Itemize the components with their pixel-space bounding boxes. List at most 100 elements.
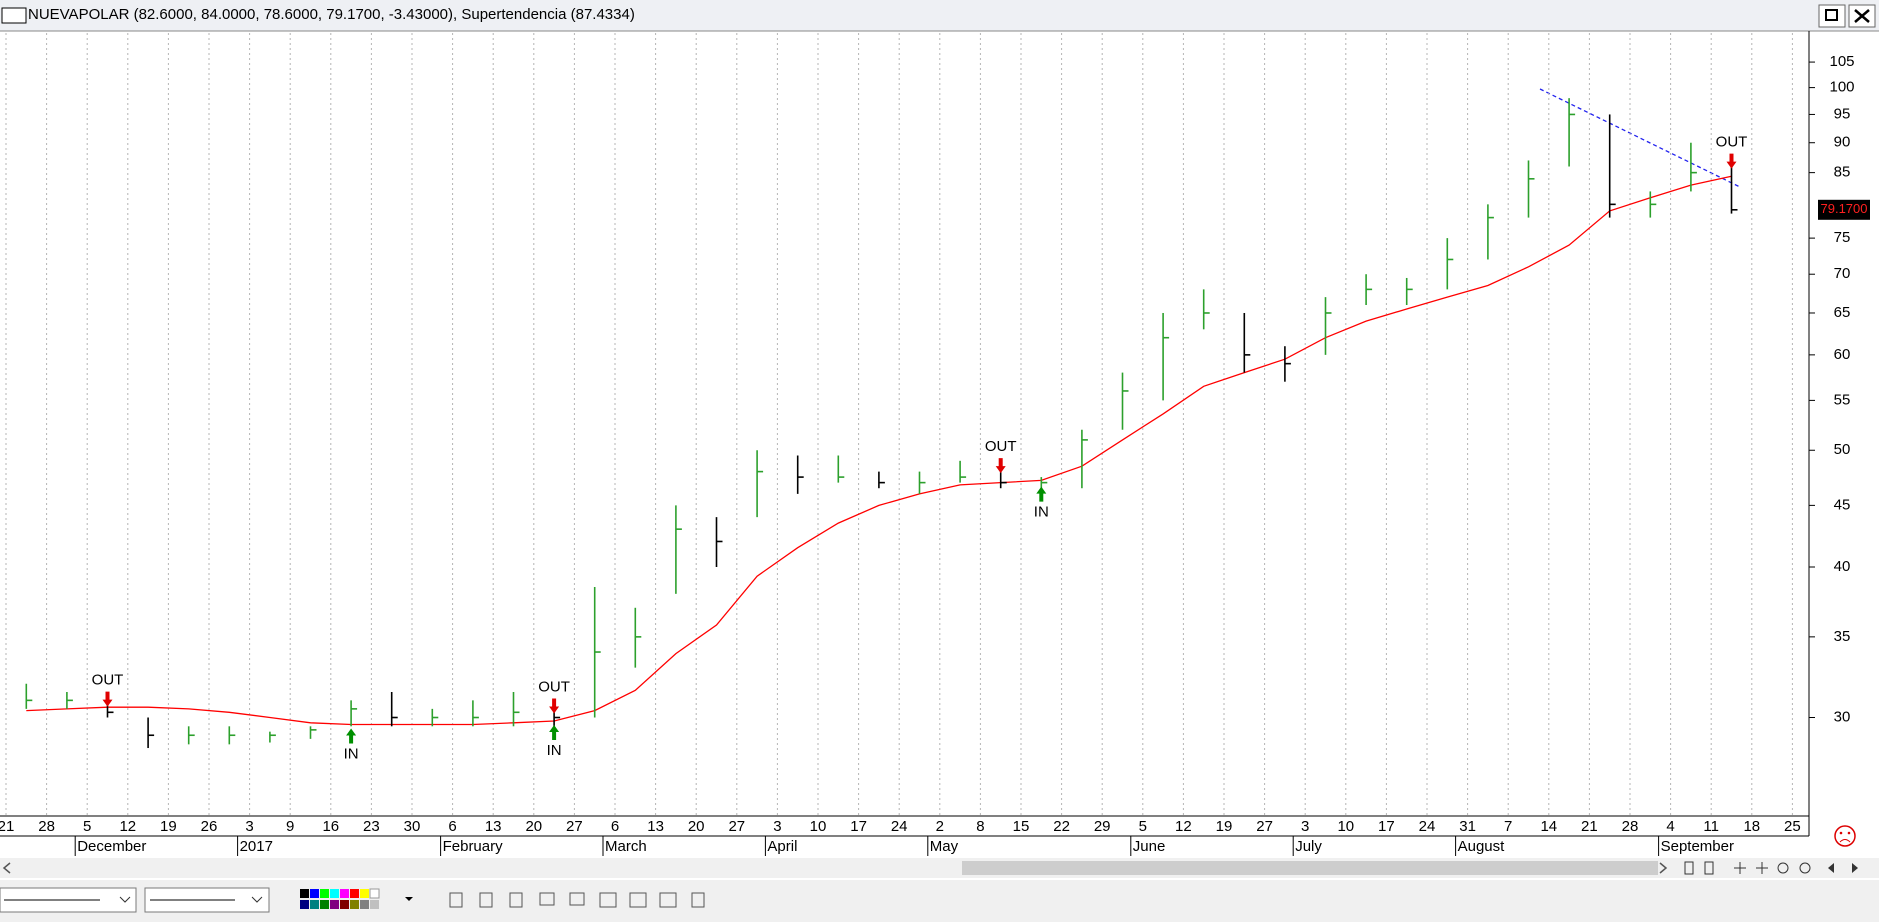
x-tick-label: 27 bbox=[1256, 818, 1273, 835]
signal-arrow bbox=[1036, 486, 1047, 502]
y-tick-label: 65 bbox=[1834, 304, 1851, 321]
status-icon-eye bbox=[1839, 831, 1843, 835]
x-tick-label: 10 bbox=[810, 818, 827, 835]
swatch[interactable] bbox=[330, 900, 339, 909]
signal-label: IN bbox=[1034, 504, 1049, 521]
signal-arrow bbox=[549, 725, 560, 741]
swatch[interactable] bbox=[340, 889, 349, 898]
x-tick-label: 5 bbox=[83, 818, 91, 835]
y-tick-label: 60 bbox=[1834, 346, 1851, 363]
swatch[interactable] bbox=[300, 889, 309, 898]
nav-button[interactable] bbox=[1734, 862, 1746, 874]
nav-button[interactable] bbox=[1704, 861, 1714, 875]
title-bar bbox=[0, 0, 1879, 31]
signal-arrow bbox=[102, 691, 113, 707]
x-tick-label: 8 bbox=[976, 818, 984, 835]
swatch[interactable] bbox=[310, 900, 319, 909]
x-tick-label: 11 bbox=[1703, 818, 1719, 835]
status-icon-mouth bbox=[1839, 839, 1851, 843]
swatch[interactable] bbox=[300, 900, 309, 909]
tool-icon[interactable] bbox=[509, 892, 523, 908]
nav-prev[interactable] bbox=[1828, 863, 1834, 873]
swatch[interactable] bbox=[320, 900, 329, 909]
swatch[interactable] bbox=[340, 900, 349, 909]
month-label: March bbox=[605, 838, 647, 855]
x-tick-label: 30 bbox=[404, 818, 421, 835]
swatch[interactable] bbox=[320, 889, 329, 898]
chart-title: NUEVAPOLAR (82.6000, 84.0000, 78.6000, 7… bbox=[28, 6, 635, 23]
swatch[interactable] bbox=[350, 900, 359, 909]
signal-arrow bbox=[346, 728, 357, 744]
y-tick-label: 40 bbox=[1834, 558, 1851, 575]
restore-button[interactable] bbox=[1818, 4, 1846, 28]
swatch[interactable] bbox=[370, 900, 379, 909]
signal-arrow bbox=[1726, 153, 1737, 169]
nav-next[interactable] bbox=[1852, 863, 1858, 873]
x-tick-label: 13 bbox=[485, 818, 502, 835]
status-icon bbox=[1834, 825, 1856, 847]
x-tick-label: 18 bbox=[1743, 818, 1760, 835]
scroll-left[interactable] bbox=[2, 862, 11, 874]
x-tick-label: 7 bbox=[1504, 818, 1512, 835]
signal-label: IN bbox=[547, 742, 562, 759]
signal-label: OUT bbox=[1716, 134, 1748, 151]
y-tick-label: 55 bbox=[1834, 391, 1851, 408]
month-label: July bbox=[1295, 838, 1322, 855]
tool-icon[interactable] bbox=[539, 892, 555, 906]
tool-icons[interactable] bbox=[449, 892, 705, 908]
x-tick-label: 23 bbox=[363, 818, 380, 835]
swatch[interactable] bbox=[350, 889, 359, 898]
y-tick-label: 75 bbox=[1834, 229, 1851, 246]
nav-button[interactable] bbox=[1684, 861, 1694, 875]
swatch[interactable] bbox=[330, 889, 339, 898]
x-tick-label: 4 bbox=[1666, 818, 1674, 835]
month-label: September bbox=[1661, 838, 1734, 855]
y-tick-label: 85 bbox=[1834, 164, 1851, 181]
x-tick-label: 25 bbox=[1784, 818, 1801, 835]
x-tick-label: 12 bbox=[1175, 818, 1192, 835]
signal-label: OUT bbox=[538, 678, 570, 695]
x-tick-label: 15 bbox=[1013, 818, 1030, 835]
scroll-right[interactable] bbox=[1659, 862, 1668, 874]
nav-button[interactable] bbox=[1756, 862, 1768, 874]
tool-icon[interactable] bbox=[599, 892, 617, 908]
x-tick-label: 16 bbox=[322, 818, 339, 835]
swatch[interactable] bbox=[310, 889, 319, 898]
x-tick-label: 17 bbox=[850, 818, 867, 835]
y-tick-label: 35 bbox=[1834, 628, 1851, 645]
x-tick-label: 27 bbox=[728, 818, 745, 835]
month-label: February bbox=[443, 838, 504, 855]
window-icon bbox=[1, 7, 27, 24]
signal-label: OUT bbox=[985, 438, 1017, 455]
scroll-thumb[interactable] bbox=[962, 861, 1658, 875]
x-tick-label: 22 bbox=[1053, 818, 1070, 835]
x-tick-label: 2 bbox=[936, 818, 944, 835]
x-tick-label: 6 bbox=[611, 818, 619, 835]
palette-arrow[interactable] bbox=[405, 897, 413, 901]
dropdown-arrow bbox=[251, 896, 263, 903]
x-tick-label: 14 bbox=[1540, 818, 1557, 835]
swatch[interactable] bbox=[369, 888, 380, 899]
tool-icon[interactable] bbox=[659, 892, 677, 908]
signal-label: IN bbox=[344, 746, 359, 763]
y-tick-label: 45 bbox=[1834, 496, 1851, 513]
moving-average bbox=[26, 175, 1732, 726]
tool-icon[interactable] bbox=[569, 892, 585, 906]
month-label: May bbox=[930, 838, 959, 855]
swatch[interactable] bbox=[360, 889, 369, 898]
x-tick-label: 21 bbox=[0, 818, 14, 835]
tool-icon[interactable] bbox=[629, 892, 647, 908]
color-palette[interactable] bbox=[300, 888, 380, 909]
trendline bbox=[1539, 88, 1741, 188]
tool-icon[interactable] bbox=[691, 892, 705, 908]
zoom-out[interactable] bbox=[1777, 862, 1789, 874]
zoom-in[interactable] bbox=[1799, 862, 1811, 874]
tool-icon[interactable] bbox=[479, 892, 493, 908]
x-tick-label: 9 bbox=[286, 818, 294, 835]
nav-buttons[interactable] bbox=[1684, 861, 1858, 875]
x-tick-label: 28 bbox=[1622, 818, 1639, 835]
tool-icon[interactable] bbox=[449, 892, 463, 908]
x-tick-label: 24 bbox=[1419, 818, 1436, 835]
swatch[interactable] bbox=[360, 900, 369, 909]
